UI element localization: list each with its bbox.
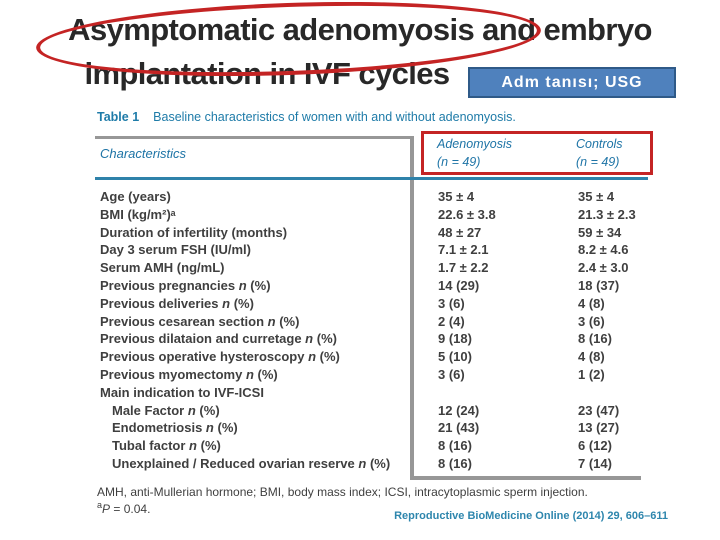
row-value-controls: 3 (6) — [578, 313, 605, 329]
row-value-adenomyosis: 2 (4) — [438, 313, 465, 329]
column-header-adenomyosis-name: Adenomyosis — [437, 137, 513, 151]
row-label: Duration of infertility (months) — [100, 224, 288, 240]
row-label: Previous operative hysteroscopy n (%) — [100, 349, 340, 365]
row-label: Age (years) — [100, 189, 171, 204]
row-label: Previous pregnancies n (%) — [100, 277, 271, 293]
footnote-p-value: = 0.04. — [110, 502, 151, 516]
row-value-adenomyosis: 3 (6) — [438, 366, 465, 382]
row-value-controls: 23 (47) — [578, 402, 620, 418]
footnote-superscript: a — [97, 500, 103, 510]
table-row: Main indication to IVF-ICSI — [0, 385, 720, 403]
table-row: Age (years) 35 ± 4 35 ± 4 — [0, 189, 720, 207]
row-value-adenomyosis: 35 ± 4 — [438, 189, 475, 204]
row-value-adenomyosis: 21 (43) — [438, 420, 480, 436]
row-value-adenomyosis: 5 (10) — [438, 349, 472, 365]
row-value-adenomyosis: 8 (16) — [438, 438, 472, 454]
table-top-border — [95, 136, 414, 139]
table-row: Tubal factor n (%) 8 (16) 6 (12) — [0, 438, 720, 456]
table-row: Previous dilataion and curretage n (%) 9 … — [0, 331, 720, 349]
row-label: Serum AMH (ng/mL) — [100, 260, 225, 276]
table-bottom-border — [410, 476, 641, 480]
row-value-adenomyosis: 3 (6) — [438, 295, 465, 311]
table-row: Previous cesarean section n (%) 2 (4) 3 (6… — [0, 314, 720, 332]
table-caption-text: Baseline characteristics of women with a… — [153, 110, 516, 124]
row-value-adenomyosis: 14 (29) — [438, 277, 480, 293]
column-header-controls: Controls (n = 49) — [576, 135, 623, 171]
column-header-adenomyosis: Adenomyosis (n = 49) — [437, 135, 512, 171]
row-value-controls: 7 (14) — [578, 455, 612, 471]
slide-title-line2: implantation in IVF cycles — [84, 56, 450, 91]
row-value-adenomyosis: 12 (24) — [438, 402, 480, 418]
table-row: Previous pregnancies n (%) 14 (29) 18 (37) — [0, 278, 720, 296]
annotation-box: Adm tanısı; USG — [468, 67, 676, 98]
table-row: Previous myomectomy n (%) 3 (6) 1 (2) — [0, 367, 720, 385]
row-value-adenomyosis: 22.6 ± 3.8 — [438, 206, 496, 222]
table-body: Age (years) 35 ± 4 35 ± 4 BMI (kg/m²)ᵃ 22.6 … — [0, 189, 720, 474]
row-value-controls: 21.3 ± 2.3 — [578, 206, 636, 222]
table-row: Serum AMH (ng/mL) 1.7 ± 2.2 2.4 ± 3.0 — [0, 260, 720, 278]
row-label: Previous dilataion and curretage n (%) — [100, 331, 337, 347]
table-caption-label: Table 1 — [97, 110, 140, 124]
table-row: Endometriosis n (%) 21 (43) 13 (27) — [0, 420, 720, 438]
row-label: Male Factor n (%) — [112, 402, 220, 418]
row-value-controls: 6 (12) — [578, 438, 612, 454]
table-column-divider — [410, 136, 414, 480]
row-label: Main indication to IVF-ICSI — [100, 384, 264, 400]
row-value-controls: 8.2 ± 4.6 — [578, 242, 629, 258]
row-value-controls: 4 (8) — [578, 295, 605, 311]
table-caption: Table 1 Baseline characteristics of women… — [97, 110, 516, 124]
row-value-controls: 1 (2) — [578, 366, 605, 382]
column-header-adenomyosis-n: (n = 49) — [437, 155, 481, 169]
row-value-controls: 4 (8) — [578, 349, 605, 365]
row-value-adenomyosis: 9 (18) — [438, 331, 472, 347]
row-value-controls: 13 (27) — [578, 420, 620, 436]
table-row: Unexplained / Reduced ovarian reserve n … — [0, 456, 720, 474]
row-label: Previous cesarean section n (%) — [100, 313, 300, 329]
row-label: Tubal factor n (%) — [112, 438, 221, 454]
red-rectangle-annotation — [421, 131, 653, 175]
table-row: Male Factor n (%) 12 (24) 23 (47) — [0, 403, 720, 421]
table-header-rule — [95, 177, 648, 180]
column-header-controls-name: Controls — [576, 137, 623, 151]
row-label: Previous deliveries n (%) — [100, 295, 254, 311]
column-header-characteristics: Characteristics — [100, 146, 186, 161]
row-value-adenomyosis: 7.1 ± 2.1 — [438, 242, 489, 258]
row-value-adenomyosis: 8 (16) — [438, 455, 472, 471]
table-row: Day 3 serum FSH (IU/ml) 7.1 ± 2.1 8.2 ± 4.… — [0, 242, 720, 260]
row-label: Endometriosis n (%) — [112, 420, 238, 436]
table-row: Previous operative hysteroscopy n (%) 5 (… — [0, 349, 720, 367]
row-label: Previous myomectomy n (%) — [100, 366, 278, 382]
row-value-controls: 35 ± 4 — [578, 189, 615, 204]
row-label: BMI (kg/m²)ᵃ — [100, 206, 176, 222]
row-value-controls: 2.4 ± 3.0 — [578, 260, 629, 276]
row-value-controls: 8 (16) — [578, 331, 612, 347]
journal-citation: Reproductive BioMedicine Online (2014) 2… — [394, 510, 668, 522]
row-value-adenomyosis: 1.7 ± 2.2 — [438, 260, 489, 276]
slide-title-line1: Asymptomatic adenomyosis and embryo — [68, 12, 652, 47]
table-row: BMI (kg/m²)ᵃ 22.6 ± 3.8 21.3 ± 2.3 — [0, 207, 720, 225]
footnote-p-variable: P — [102, 502, 111, 516]
row-value-controls: 18 (37) — [578, 277, 620, 293]
column-header-controls-n: (n = 49) — [576, 155, 620, 169]
row-label: Unexplained / Reduced ovarian reserve n … — [112, 455, 391, 471]
table-row: Duration of infertility (months) 48 ± 27 5… — [0, 225, 720, 243]
row-label: Day 3 serum FSH (IU/ml) — [100, 242, 251, 258]
row-value-adenomyosis: 48 ± 27 — [438, 224, 482, 240]
table-footnote-abbreviations: AMH, anti-Mullerian hormone; BMI, body m… — [97, 485, 588, 499]
table-footnote-pvalue: aP = 0.04. — [97, 500, 150, 516]
row-value-controls: 59 ± 34 — [578, 224, 622, 240]
table-row: Previous deliveries n (%) 3 (6) 4 (8) — [0, 296, 720, 314]
